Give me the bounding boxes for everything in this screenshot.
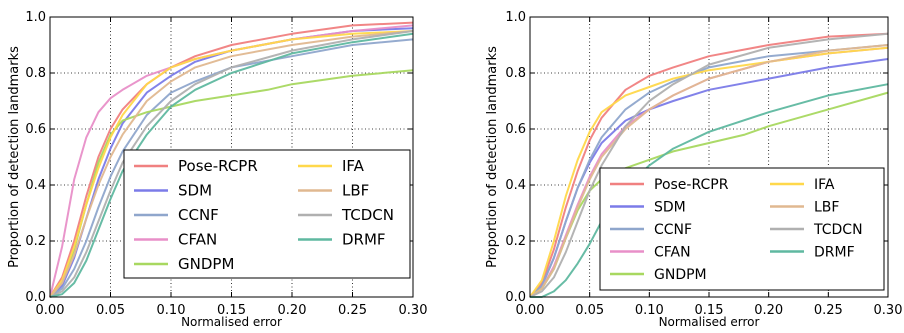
y-tick-label: 0.0 xyxy=(25,290,46,305)
legend-label-lbf: LBF xyxy=(342,182,369,200)
y-tick-label: 0.8 xyxy=(25,66,46,81)
x-tick-label: 0.20 xyxy=(278,303,307,318)
legend-label-gndpm: GNDPM xyxy=(654,267,707,283)
y-tick-label: 0.6 xyxy=(25,122,46,137)
series-line-pose-rcpr xyxy=(49,21,414,298)
x-tick-label: 0.30 xyxy=(874,303,903,318)
y-tick-label: 0.4 xyxy=(25,178,46,193)
x-tick-label: 0.05 xyxy=(575,303,604,318)
legend-label-ifa: IFA xyxy=(814,177,835,193)
legend-label-cfan: CFAN xyxy=(178,231,217,249)
legend-label-pose-rcpr: Pose-RCPR xyxy=(654,177,729,193)
series-line-ifa xyxy=(529,46,889,298)
y-tick-label: 1.0 xyxy=(25,10,46,25)
legend-label-lbf: LBF xyxy=(814,200,839,216)
legend-label-drmf: DRMF xyxy=(814,245,855,261)
chart-left: 0.00 0.05 0.10 0.15 0.20 0.25 0.30 0.0 0.2 0.4 0.6… xyxy=(7,10,427,329)
x-axis-label: Normalised error xyxy=(181,315,282,329)
series-line-tcdcn xyxy=(529,32,889,298)
legend-label-pose-rcpr: Pose-RCPR xyxy=(178,157,258,175)
y-axis-label: Proportion of detection landmarks xyxy=(7,46,22,268)
legend: Pose-RCPR SDM CCNF CFAN GNDPM IFA LBF TCDCN DRMF xyxy=(123,149,411,279)
y-axis-label: Proportion of detection landmarks xyxy=(485,46,500,268)
x-tick-label: 0.10 xyxy=(157,303,186,318)
legend-box xyxy=(599,167,885,291)
y-tick-label: 1.0 xyxy=(505,10,526,25)
series-line-tcdcn xyxy=(49,30,414,298)
legend-box xyxy=(123,149,411,279)
legend-label-sdm: SDM xyxy=(178,182,212,200)
chart-right: 0.00 0.05 0.10 0.15 0.20 0.25 0.30 0.0 0.2 0.4 0.6… xyxy=(485,10,902,329)
y-tick-label: 0.2 xyxy=(505,234,526,249)
legend-label-ifa: IFA xyxy=(342,157,365,175)
y-tick-label: 0.0 xyxy=(505,290,526,305)
legend: Pose-RCPR SDM CCNF CFAN GNDPM IFA LBF TCDCN DRMF xyxy=(599,167,885,291)
x-tick-label: 0.00 xyxy=(516,303,545,318)
y-tick-label: 0.2 xyxy=(25,234,46,249)
x-tick-label: 0.05 xyxy=(96,303,125,318)
legend-label-sdm: SDM xyxy=(654,200,686,216)
legend-label-ccnf: CCNF xyxy=(654,222,692,238)
x-tick-label: 0.15 xyxy=(695,303,724,318)
series-line-lbf xyxy=(529,44,889,298)
series-line-ifa xyxy=(49,30,414,298)
legend-label-tcdcn: TCDCN xyxy=(341,206,394,224)
x-tick-label: 0.20 xyxy=(754,303,783,318)
y-tick-label: 0.6 xyxy=(505,122,526,137)
y-tick-label: 0.8 xyxy=(505,66,526,81)
x-tick-label: 0.15 xyxy=(217,303,246,318)
legend-label-drmf: DRMF xyxy=(342,231,386,249)
x-tick-label: 0.30 xyxy=(399,303,428,318)
series-line-ccnf xyxy=(529,44,889,298)
y-tick-label: 0.4 xyxy=(505,178,526,193)
x-tick-label: 0.25 xyxy=(814,303,843,318)
legend-label-gndpm: GNDPM xyxy=(178,255,234,273)
x-tick-label: 0.00 xyxy=(36,303,65,318)
legend-label-tcdcn: TCDCN xyxy=(813,222,863,238)
x-tick-label: 0.10 xyxy=(635,303,664,318)
x-axis-label: Normalised error xyxy=(659,315,760,329)
x-tick-label: 0.25 xyxy=(338,303,367,318)
legend-label-ccnf: CCNF xyxy=(178,206,219,224)
legend-label-cfan: CFAN xyxy=(654,245,691,261)
series-line-ccnf xyxy=(49,38,414,298)
series-line-lbf xyxy=(49,30,414,298)
